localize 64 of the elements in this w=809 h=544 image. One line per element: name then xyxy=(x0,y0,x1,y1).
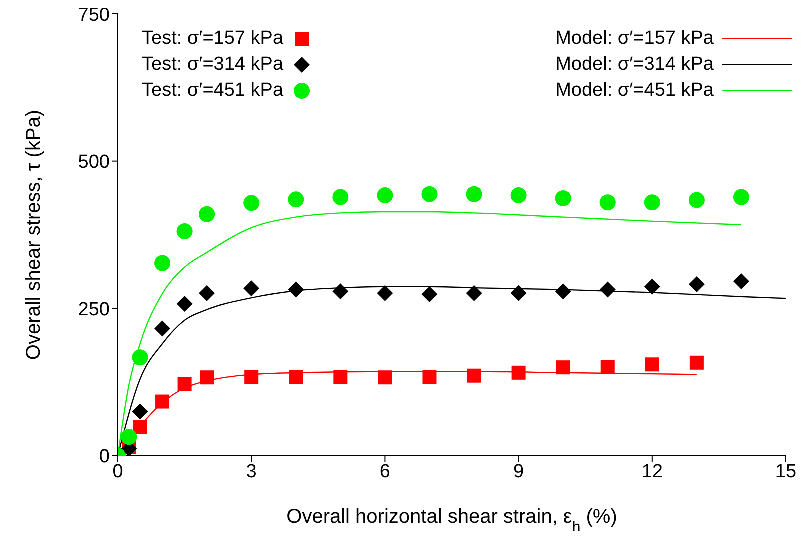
x-tick-label: 9 xyxy=(514,461,524,482)
point xyxy=(154,320,171,337)
point xyxy=(289,370,304,384)
point xyxy=(133,420,148,434)
point xyxy=(244,195,260,212)
point xyxy=(132,350,148,366)
y-tick-label: 500 xyxy=(78,152,110,174)
point xyxy=(688,192,705,208)
x-tick-label: 0 xyxy=(112,461,124,482)
point xyxy=(733,189,750,206)
point xyxy=(466,186,482,202)
point xyxy=(466,285,482,302)
y-tick-label: 0 xyxy=(99,446,110,468)
point xyxy=(332,189,349,206)
point xyxy=(644,194,660,211)
point xyxy=(422,286,438,303)
legend-label: Test: σ′=314 kPa xyxy=(142,54,284,76)
point xyxy=(176,223,193,240)
x-tick-label: 12 xyxy=(642,461,663,482)
y-tick-label: 250 xyxy=(78,299,110,320)
legend-label: Model: σ′=451 kPa xyxy=(556,80,714,102)
point xyxy=(334,370,348,384)
point xyxy=(288,192,304,208)
point xyxy=(600,360,615,374)
point xyxy=(733,274,750,290)
x-tick-label: 3 xyxy=(246,461,257,482)
point xyxy=(600,194,616,211)
legend-label: Model: σ′=314 kPa xyxy=(556,54,714,76)
point xyxy=(132,404,148,420)
x-tick-label: 15 xyxy=(775,461,797,482)
point xyxy=(510,188,527,204)
point xyxy=(600,282,616,298)
legend-label: Test: σ′=451 kPa xyxy=(142,80,284,102)
point xyxy=(156,394,170,409)
point xyxy=(422,370,437,384)
point xyxy=(556,360,570,375)
legend-label: Model: σ′=157 kPa xyxy=(556,28,714,50)
point xyxy=(378,370,392,385)
point xyxy=(555,190,572,206)
y-axis-title: Overall shear stress, τ (kPa) xyxy=(23,110,45,360)
point xyxy=(176,296,193,312)
point xyxy=(644,278,660,295)
point xyxy=(200,370,214,385)
legend-label: Test: σ′=157 kPa xyxy=(142,28,284,50)
point xyxy=(377,285,394,302)
point xyxy=(688,276,705,293)
point xyxy=(422,186,438,202)
point xyxy=(510,285,527,302)
point xyxy=(512,366,526,380)
point xyxy=(244,280,260,297)
point xyxy=(178,377,192,392)
point xyxy=(645,358,660,372)
point xyxy=(121,429,138,446)
point xyxy=(244,370,259,384)
x-tick-label: 6 xyxy=(380,461,390,482)
point xyxy=(555,284,572,300)
point xyxy=(332,284,349,300)
point xyxy=(154,255,171,272)
point xyxy=(467,368,482,383)
point xyxy=(199,206,216,222)
point xyxy=(288,282,304,298)
point xyxy=(690,356,704,370)
point xyxy=(377,188,394,204)
point xyxy=(199,285,216,302)
